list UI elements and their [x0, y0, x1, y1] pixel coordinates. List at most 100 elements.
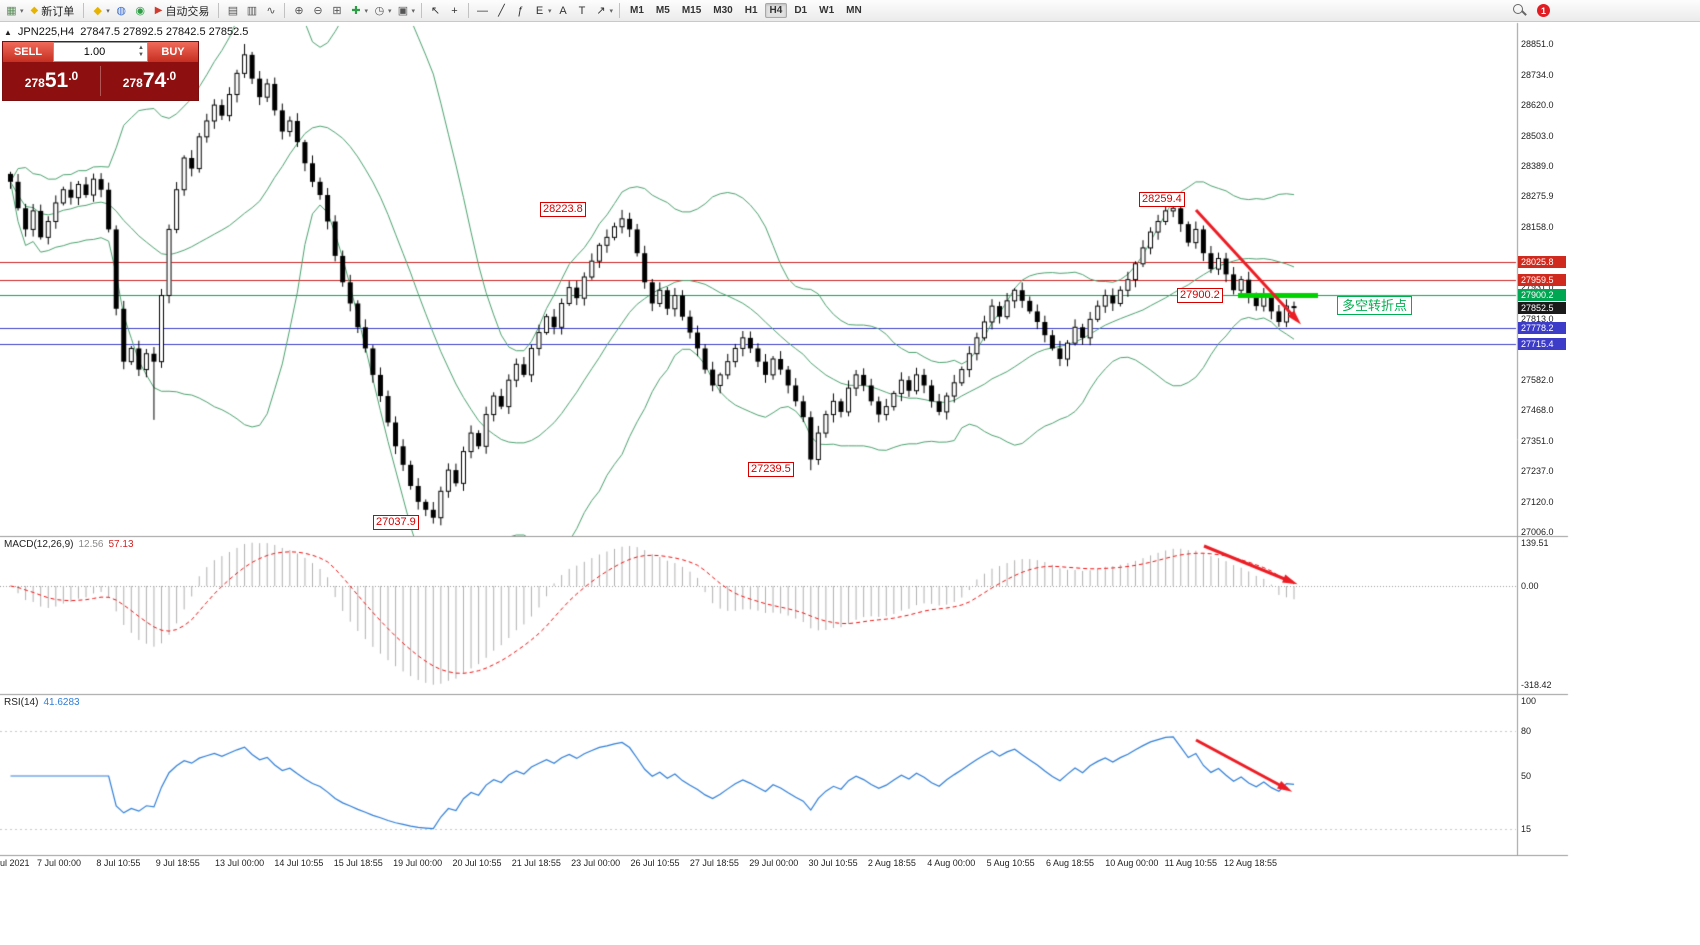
timeframe-d1-button[interactable]: D1 [794, 5, 808, 16]
search-icon[interactable] [1512, 3, 1527, 18]
rsi-axis-tick: 80 [1521, 726, 1532, 736]
rsi-axis-tick: 15 [1521, 823, 1532, 834]
macd-indicator-label: MACD(12,26,9) 12.56 57.13 [4, 539, 134, 550]
mql5-community-icon[interactable]: ◉ [135, 5, 146, 17]
macd-name: MACD(12,26,9) [4, 539, 74, 550]
volume-up-button[interactable]: ▲ [138, 45, 144, 51]
price-callout-label[interactable]: 27037.9 [373, 515, 419, 530]
time-axis-label: 30 Jul 10:55 [808, 858, 858, 868]
arrows-icon[interactable]: ↗ [596, 5, 606, 17]
period-caret[interactable]: ▾ [387, 7, 392, 15]
timeframe-m1-button[interactable]: M1 [630, 5, 644, 16]
cursor-icon[interactable]: ↖ [430, 5, 441, 17]
trade-panel-prices: 27851.0 27874.0 [3, 62, 198, 100]
elliott-icon[interactable]: E [535, 4, 544, 17]
arrows-caret[interactable]: ▾ [609, 7, 614, 15]
time-axis-label: 4 Aug 00:00 [927, 858, 976, 868]
timeframe-m15-button[interactable]: M15 [681, 5, 702, 16]
main-toolbar: ▦ ▾ ◆ 新订单 ◆ ▾ ◍ ◉ ▶ 自动交易 ▤ ▥ ∿ ⊕ ⊖ ⊞ ✚ ▾ ◷ ▾ ▣ ▾ ↖ + ― ╱ ƒ E ▾ A T ↗ ▾ M1… [0, 0, 1700, 22]
fibonacci-icon[interactable]: ƒ [517, 4, 524, 17]
candlestick-chart-icon[interactable]: ▥ [246, 5, 258, 17]
rsi-value: 41.6283 [43, 697, 80, 708]
price-callout-label[interactable]: 28223.8 [540, 202, 586, 217]
volume-spin-buttons: ▲ ▼ [136, 43, 146, 61]
toolbar-separator [83, 3, 85, 18]
indicators-caret[interactable]: ▾ [364, 7, 368, 15]
horizontal-line-icon[interactable]: ― [476, 4, 488, 17]
price-line-label: 27900.2 [1518, 289, 1566, 302]
time-axis-label: 2 Aug 18:55 [867, 858, 916, 868]
zoom-in-icon[interactable]: ⊕ [294, 5, 304, 17]
new-order-button-label: 新订单 [41, 5, 75, 18]
charts-profile-caret[interactable]: ▾ [106, 7, 110, 15]
price-line-label: 27959.5 [1518, 273, 1566, 286]
text-icon[interactable]: A [559, 4, 567, 17]
price-axis-tick: 28389.0 [1521, 161, 1554, 172]
template-icon[interactable]: ▣ [397, 5, 409, 17]
toolbar-separator [467, 3, 469, 18]
indicators-icon[interactable]: ✚ [351, 5, 361, 17]
new-chart-caret[interactable]: ▾ [20, 7, 24, 15]
volume-down-button[interactable]: ▼ [138, 52, 144, 58]
trendline-icon[interactable]: ╱ [498, 5, 505, 17]
time-axis-label: 20 Jul 10:55 [452, 858, 502, 868]
sell-price-display[interactable]: 27851.0 [24, 69, 79, 92]
price-axis-tick: 27120.0 [1521, 496, 1554, 507]
toolbar-items: ▦ ▾ ◆ 新订单 ◆ ▾ ◍ ◉ ▶ 自动交易 ▤ ▥ ∿ ⊕ ⊖ ⊞ ✚ ▾ ◷ ▾ ▣ ▾ ↖ + ― ╱ ƒ E ▾ A T ↗ ▾ M1… [2, 0, 868, 21]
autotrading-button[interactable]: ▶ 自动交易 [150, 2, 215, 20]
charts-profile-icon[interactable]: ◆ [93, 5, 102, 17]
timeframe-w1-button[interactable]: W1 [819, 5, 835, 16]
timeframe-m5-button[interactable]: M5 [655, 5, 670, 16]
new-order-button[interactable]: ◆ 新订单 [26, 2, 80, 20]
price-callout-label[interactable]: 27900.2 [1177, 288, 1223, 303]
bar-chart-icon[interactable]: ▤ [227, 5, 239, 17]
price-axis-tick: 27813.0 [1521, 313, 1554, 324]
buy-price-display[interactable]: 27874.0 [122, 69, 177, 92]
one-click-collapse-button[interactable]: ▲ [4, 27, 12, 37]
market-watch-icon[interactable]: ◍ [116, 5, 127, 17]
price-callout-label[interactable]: 27239.5 [748, 462, 794, 477]
time-axis-label: 11 Aug 10:55 [1164, 858, 1218, 868]
price-line-label: 28025.8 [1518, 256, 1566, 269]
price-line-label: 27778.2 [1518, 321, 1566, 334]
new-chart-icon[interactable]: ▦ [6, 5, 17, 17]
tile-windows-icon[interactable]: ⊞ [332, 5, 342, 17]
price-axis-tick: 28275.9 [1521, 191, 1554, 202]
timeframe-h1-button[interactable]: H1 [744, 5, 758, 16]
timeframe-mn-button[interactable]: MN [846, 5, 862, 16]
volume-stepper[interactable]: ▲ ▼ [53, 42, 148, 62]
price-axis-tick: 28620.0 [1521, 100, 1554, 111]
ohlc-values: 27847.5 27892.5 27842.5 27852.5 [80, 26, 249, 38]
price-axis-tick: 28851.0 [1521, 39, 1554, 49]
volume-input[interactable] [54, 46, 147, 58]
time-axis-label: 8 Jul 10:55 [96, 858, 141, 868]
price-axis-tick: 28734.0 [1521, 69, 1554, 80]
autotrading-button-label: 自动交易 [165, 5, 210, 18]
timeframe-h4-button[interactable]: H4 [764, 3, 788, 18]
time-axis-label: 29 Jul 00:00 [749, 858, 799, 868]
time-axis-label: 9 Jul 18:55 [155, 858, 200, 868]
buy-button[interactable]: BUY [148, 42, 198, 62]
time-axis-label: 26 Jul 10:55 [630, 858, 680, 868]
price-line-label: 27852.5 [1518, 302, 1566, 315]
period-icon[interactable]: ◷ [374, 5, 385, 17]
label-icon[interactable]: T [578, 4, 586, 17]
template-caret[interactable]: ▾ [411, 7, 415, 15]
sell-button[interactable]: SELL [3, 42, 53, 62]
elliott-caret[interactable]: ▾ [547, 7, 552, 15]
turning-point-label[interactable]: 多空转折点 [1337, 296, 1413, 315]
price-callout-label[interactable]: 28259.4 [1139, 192, 1185, 207]
zoom-out-icon[interactable]: ⊖ [313, 5, 323, 17]
crosshair-icon[interactable]: + [451, 4, 458, 17]
price-axis-tick: 27931.0 [1521, 282, 1554, 293]
trade-panel-top-row: SELL ▲ ▼ BUY [3, 42, 198, 62]
toolbar-separator [420, 3, 422, 18]
notification-badge[interactable]: 1 [1537, 4, 1550, 17]
line-chart-icon[interactable]: ∿ [266, 5, 276, 17]
toolbar-separator [619, 3, 621, 18]
price-axis-tick: 28503.0 [1521, 131, 1554, 142]
toolbar-separator [218, 3, 220, 18]
timeframe-m30-button[interactable]: M30 [713, 5, 733, 16]
